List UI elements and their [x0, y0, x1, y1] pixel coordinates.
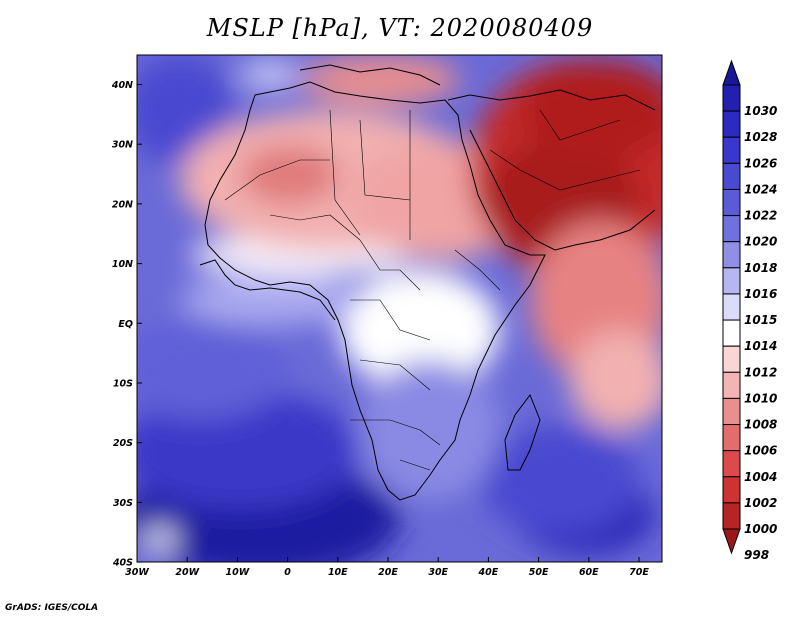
- map-title: MSLP [hPa], VT: 2020080409: [206, 14, 594, 42]
- colorbar-label: 998: [744, 548, 769, 562]
- colorbar-box: [722, 241, 741, 269]
- colorbar-label: 1012: [744, 365, 777, 379]
- colorbar-label: 1022: [744, 209, 777, 223]
- colorbar-box: [722, 162, 741, 190]
- lon-label: 20W: [175, 567, 199, 578]
- colorbar-label: 1010: [744, 391, 777, 405]
- colorbar-box: [722, 371, 741, 399]
- lon-label: 10E: [328, 567, 348, 578]
- lat-label: 20S: [113, 438, 133, 449]
- colorbar-label: 1014: [744, 339, 777, 353]
- colorbar-box: [722, 267, 741, 295]
- borders: [224, 109, 641, 471]
- lon-axis: 30W 20W 10W 0 10E 20E 30E 40E 50E 60E 70E: [125, 557, 649, 578]
- coastlines: [199, 64, 656, 501]
- lat-label: 30N: [112, 140, 133, 151]
- colorbar-box: [722, 215, 741, 243]
- colorbar-label: 1028: [744, 130, 777, 144]
- lon-label: 30W: [125, 567, 149, 578]
- colorbar-box: [722, 319, 741, 347]
- colorbar-box: [722, 188, 741, 217]
- colorbar-label: 1015: [744, 313, 777, 327]
- grads-credit: GrADS: IGES/COLA: [5, 603, 99, 613]
- colorbar-label: 1006: [744, 444, 777, 458]
- lat-label: 10S: [113, 379, 133, 390]
- lat-label: 20N: [112, 199, 133, 210]
- pressure-field: [137, 55, 662, 562]
- colorbar-label: 1004: [744, 470, 777, 484]
- colorbar-label: 1020: [744, 235, 777, 249]
- colorbar-box: [722, 502, 741, 530]
- colorbar-label: 1018: [744, 261, 777, 275]
- colorbar-box: [722, 450, 741, 478]
- lat-label: 30S: [113, 498, 133, 509]
- colorbar: 1030 1028 1026 1024 1022 1020 1018 1016 1015 1014…: [722, 59, 777, 562]
- colorbar-label: 1026: [744, 156, 777, 170]
- lon-label: 50E: [529, 567, 549, 578]
- colorbar-box: [722, 84, 741, 112]
- lat-label: EQ: [118, 319, 133, 330]
- colorbar-label: 1002: [744, 496, 777, 510]
- colorbar-label: 1024: [744, 182, 777, 196]
- colorbar-bottom-arrow: [722, 528, 741, 555]
- lon-label: 10W: [226, 567, 250, 578]
- map-border: [136, 54, 663, 563]
- colorbar-box: [722, 293, 741, 321]
- lon-label: 60E: [579, 567, 599, 578]
- colorbar-box: [722, 476, 741, 504]
- lon-label: 30E: [428, 567, 448, 578]
- colorbar-label: 1030: [744, 104, 777, 118]
- colorbar-label: 1008: [744, 418, 777, 432]
- lon-label: 70E: [629, 567, 649, 578]
- lon-label: 0: [284, 567, 291, 578]
- lon-label: 20E: [378, 567, 398, 578]
- colorbar-box: [722, 345, 741, 373]
- lat-label: 40S: [112, 558, 133, 569]
- colorbar-box: [722, 424, 741, 452]
- lat-label: 10N: [112, 259, 133, 270]
- lat-axis: 40N 30N 20N 10N EQ 10S 20S 30S 40S: [111, 80, 142, 569]
- colorbar-box: [722, 397, 741, 426]
- colorbar-label: 1000: [744, 522, 777, 536]
- colorbar-top-arrow: [722, 59, 741, 86]
- colorbar-box: [722, 136, 741, 164]
- lat-label: 40N: [111, 80, 133, 91]
- colorbar-box: [722, 110, 741, 138]
- lon-label: 40E: [478, 567, 499, 578]
- colorbar-label: 1016: [744, 287, 777, 301]
